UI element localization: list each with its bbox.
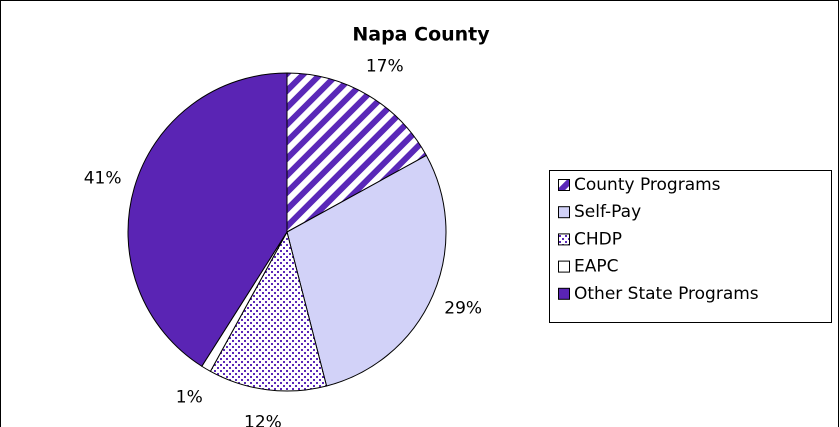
legend-swatch [558,287,570,300]
pie-slice [127,72,288,367]
pie-slice [286,72,428,233]
data-label: 41% [84,168,122,188]
legend-box [549,170,832,323]
legend-label: Self-Pay [574,202,641,222]
legend-label: CHDP [574,229,622,249]
data-label: 17% [366,57,404,77]
pie-slice [209,230,328,392]
data-label: 1% [176,387,203,407]
pie-slice [286,154,447,387]
legend-swatch [558,233,570,246]
legend-label: Other State Programs [574,284,759,304]
legend-label: EAPC [574,257,619,277]
data-label: 29% [444,298,482,318]
legend-label: County Programs [574,175,721,195]
data-label: 12% [244,412,282,427]
legend-swatch [558,260,570,273]
legend-swatch [558,206,570,219]
legend-swatch [558,179,570,191]
chart-title: Napa County [352,24,490,46]
